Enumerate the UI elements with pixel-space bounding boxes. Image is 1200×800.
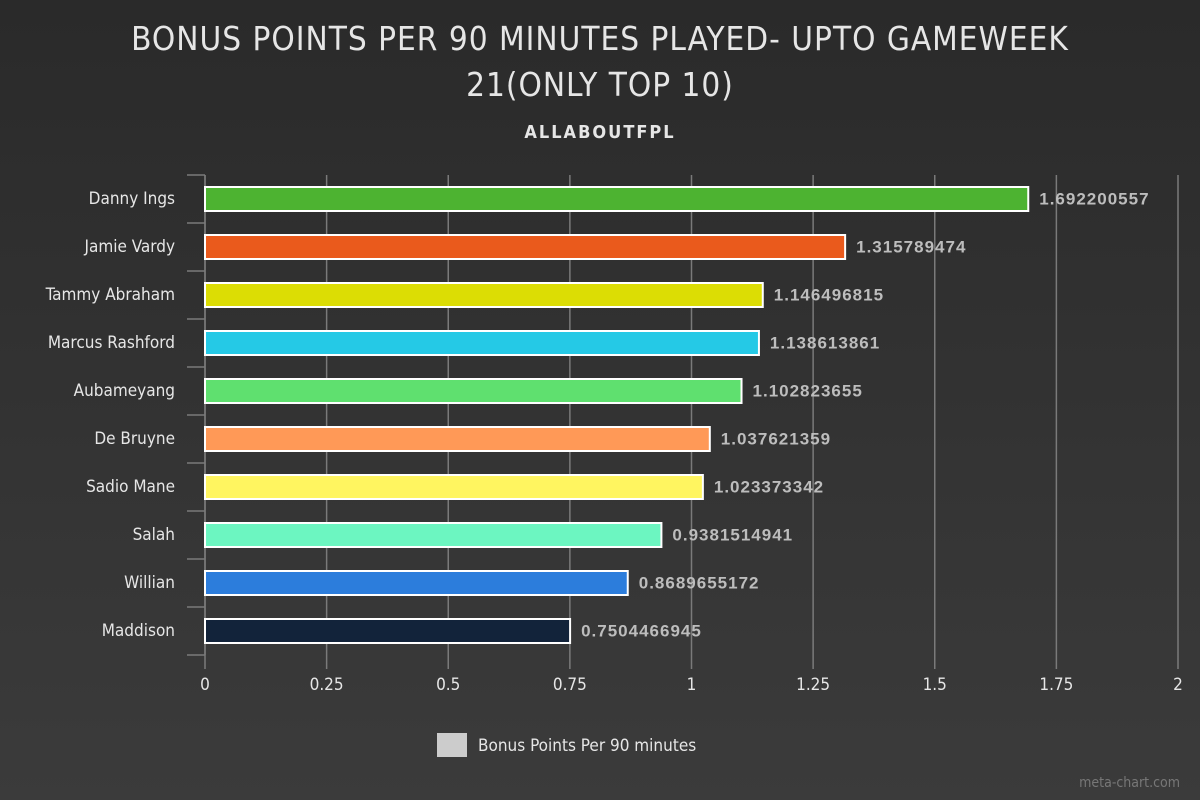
value-label: 1.102823655 bbox=[753, 381, 863, 400]
bar bbox=[204, 186, 1030, 212]
x-tick-label: 0.75 bbox=[553, 675, 587, 695]
value-label: 1.023373342 bbox=[714, 477, 824, 496]
bar bbox=[204, 282, 764, 308]
value-label: 0.9381514941 bbox=[672, 525, 793, 544]
y-tick-label: Jamie Vardy bbox=[83, 237, 175, 257]
y-tick-label: Aubameyang bbox=[74, 381, 175, 401]
x-tick-label: 0.25 bbox=[310, 675, 344, 695]
bar bbox=[204, 522, 663, 548]
value-label: 1.146496815 bbox=[774, 285, 884, 304]
value-label: 0.8689655172 bbox=[639, 573, 760, 592]
chart-title: BONUS POINTS PER 90 MINUTES PLAYED- UPTO… bbox=[131, 19, 1069, 104]
y-tick-label: Maddison bbox=[102, 621, 175, 641]
bar bbox=[204, 618, 572, 644]
bar bbox=[204, 330, 760, 356]
x-tick-label: 1 bbox=[687, 675, 697, 695]
x-tick-label: 1.25 bbox=[796, 675, 830, 695]
x-tick-label: 1.75 bbox=[1039, 675, 1073, 695]
y-tick-label: Danny Ings bbox=[89, 189, 175, 209]
x-tick-label: 1.5 bbox=[923, 675, 947, 695]
value-label: 1.315789474 bbox=[856, 237, 966, 256]
legend-swatch bbox=[437, 733, 467, 757]
bar bbox=[204, 570, 629, 596]
x-tick-label: 0.5 bbox=[436, 675, 460, 695]
y-tick-label: Sadio Mane bbox=[86, 477, 175, 497]
y-tick-label: Willian bbox=[124, 573, 175, 593]
value-label: 1.037621359 bbox=[721, 429, 831, 448]
value-label: 1.692200557 bbox=[1039, 189, 1149, 208]
value-label: 0.7504466945 bbox=[581, 621, 702, 640]
watermark: meta-chart.com bbox=[1079, 775, 1180, 791]
x-tick-label: 2 bbox=[1173, 675, 1183, 695]
bar bbox=[204, 378, 743, 404]
chart-subtitle: ALLABOUTFPL bbox=[524, 122, 676, 143]
y-tick-label: Marcus Rashford bbox=[48, 333, 175, 353]
y-tick-label: Salah bbox=[133, 525, 175, 545]
legend-label: Bonus Points Per 90 minutes bbox=[478, 736, 696, 756]
x-tick-label: 0 bbox=[200, 675, 210, 695]
value-label: 1.138613861 bbox=[770, 333, 880, 352]
y-tick-label: De Bruyne bbox=[94, 429, 175, 449]
bar bbox=[204, 426, 711, 452]
bar bbox=[204, 234, 847, 260]
bar bbox=[204, 474, 704, 500]
y-tick-label: Tammy Abraham bbox=[45, 285, 175, 305]
